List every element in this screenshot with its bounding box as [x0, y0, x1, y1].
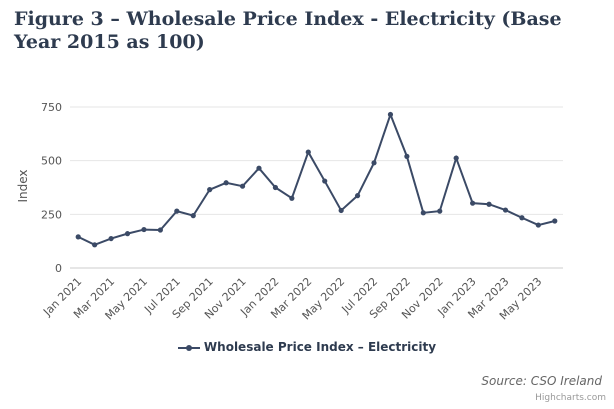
gridlines: [70, 106, 563, 269]
y-axis-tick-labels: 0 250 500 750: [41, 101, 62, 275]
y-tick-label: 750: [41, 101, 62, 114]
data-point[interactable]: [124, 231, 131, 237]
y-tick-label: 250: [41, 208, 62, 221]
data-point[interactable]: [420, 210, 426, 216]
data-point[interactable]: [305, 149, 311, 155]
data-point[interactable]: [108, 235, 114, 242]
data-point[interactable]: [239, 183, 246, 189]
y-tick-label: 0: [55, 262, 62, 275]
data-point[interactable]: [404, 153, 410, 159]
series-line: [77, 111, 556, 246]
data-point[interactable]: [519, 215, 525, 221]
y-tick-label: 500: [41, 155, 62, 168]
data-point[interactable]: [387, 111, 394, 118]
data-point[interactable]: [552, 218, 558, 224]
y-axis-label: Index: [16, 169, 30, 202]
data-point[interactable]: [141, 226, 147, 233]
data-point[interactable]: [535, 222, 541, 228]
source-note: Source: CSO Ireland: [481, 374, 602, 388]
data-point[interactable]: [371, 160, 377, 166]
chart-title: Figure 3 – Wholesale Price Index - Elect…: [14, 8, 562, 53]
series-points: [75, 111, 558, 248]
data-point[interactable]: [453, 155, 459, 161]
data-point[interactable]: [289, 195, 295, 201]
data-point[interactable]: [190, 213, 196, 219]
data-point[interactable]: [223, 180, 229, 186]
data-point[interactable]: [470, 200, 476, 206]
data-point[interactable]: [207, 187, 213, 193]
data-point[interactable]: [256, 165, 262, 171]
data-point[interactable]: [157, 227, 163, 233]
data-point[interactable]: [92, 242, 98, 248]
data-point[interactable]: [437, 208, 443, 214]
data-point[interactable]: [75, 234, 81, 240]
legend[interactable]: Wholesale Price Index – Electricity: [0, 340, 614, 354]
legend-line-marker-icon: [177, 343, 200, 353]
legend-label: Wholesale Price Index – Electricity: [203, 340, 437, 354]
data-point[interactable]: [272, 184, 279, 191]
data-point[interactable]: [502, 207, 509, 213]
data-point[interactable]: [322, 178, 328, 184]
data-point[interactable]: [174, 208, 180, 214]
data-point[interactable]: [338, 207, 344, 214]
credits-link[interactable]: Highcharts.com: [535, 393, 606, 403]
data-point[interactable]: [354, 193, 361, 199]
data-point[interactable]: [486, 201, 492, 207]
